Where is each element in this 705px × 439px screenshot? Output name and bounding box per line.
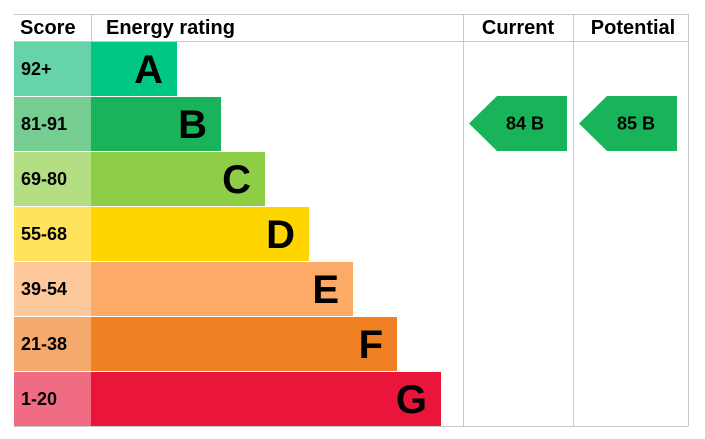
score-cell [14,262,91,316]
potential-header: Potential [591,17,675,39]
rating-letter: G [396,378,427,422]
rating-bar [91,262,353,316]
score-label: 1-20 [21,389,57,409]
potential-label: 85 B [617,114,655,134]
score-label: 69-80 [21,169,67,189]
rating-bar [91,42,177,96]
score-label: 81-91 [21,114,67,134]
current-label: 84 B [506,114,544,134]
potential-arrow [579,96,677,151]
score-label: 21-38 [21,334,67,354]
rating-letter: D [266,213,295,257]
score-cell [14,372,91,426]
rating-letter: B [178,103,207,147]
rating-bar [91,207,309,261]
rating-bar [91,317,397,371]
score-cell [14,152,91,206]
score-cell [14,97,91,151]
table-frame [14,14,689,427]
score-cell [14,207,91,261]
score-label: 55-68 [21,224,67,244]
rating-letter: F [359,323,383,367]
rating-letter: C [222,158,251,202]
score-header: Score [20,17,76,39]
score-cell [14,317,91,371]
score-label: 39-54 [21,279,67,299]
rating-bar [91,152,265,206]
rating-rows: 92+ A 81-91 B 69-80 C 55-68 D 39-54 E 21-38 F 1-20 G [14,42,441,426]
score-label: 92+ [21,59,52,79]
rating-letter: A [134,48,163,92]
current-header: Current [482,17,555,39]
rating-bar [91,372,441,426]
score-cell [14,42,91,96]
current-arrow [469,96,567,151]
rating-header: Energy rating [106,17,235,39]
rating-bar [91,97,221,151]
rating-letter: E [312,268,339,312]
